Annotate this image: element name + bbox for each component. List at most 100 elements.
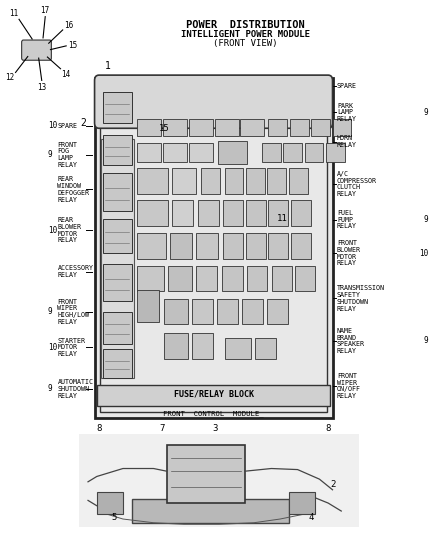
- Text: 9: 9: [424, 215, 428, 224]
- Bar: [294, 266, 314, 292]
- Bar: [268, 233, 288, 259]
- Text: 9: 9: [48, 307, 53, 316]
- Text: 15: 15: [68, 42, 77, 51]
- Bar: [168, 266, 192, 292]
- Text: REAR
WINDOW
DEFOGGER
RELAY: REAR WINDOW DEFOGGER RELAY: [57, 176, 89, 203]
- Bar: [163, 334, 187, 359]
- Bar: [268, 299, 288, 325]
- Text: 11: 11: [9, 10, 18, 19]
- Text: HORN
RELAY: HORN RELAY: [337, 135, 357, 148]
- Bar: [289, 492, 315, 514]
- Text: 8: 8: [325, 424, 331, 433]
- Text: 9: 9: [48, 384, 53, 393]
- Bar: [97, 385, 330, 406]
- Bar: [192, 334, 213, 359]
- Bar: [246, 168, 265, 193]
- Text: FUSE/RELAY BLOCK: FUSE/RELAY BLOCK: [173, 389, 254, 398]
- Bar: [242, 299, 263, 325]
- Bar: [189, 143, 213, 162]
- Bar: [289, 168, 307, 193]
- Text: 2: 2: [81, 118, 87, 128]
- Bar: [172, 168, 196, 193]
- Text: 9: 9: [48, 150, 53, 159]
- Text: 2: 2: [330, 480, 335, 489]
- Text: 11: 11: [277, 214, 288, 223]
- Text: 7: 7: [159, 424, 165, 433]
- Text: 12: 12: [5, 73, 14, 82]
- Bar: [290, 119, 308, 136]
- Text: 5: 5: [112, 513, 117, 522]
- Bar: [138, 168, 168, 193]
- Text: INTELLIGENT POWER MODULE: INTELLIGENT POWER MODULE: [181, 30, 310, 39]
- Bar: [103, 219, 132, 253]
- Text: FRONT
FOG
LAMP
RELAY: FRONT FOG LAMP RELAY: [57, 142, 78, 168]
- Text: FRONT  CONTROL  MODULE_: FRONT CONTROL MODULE_: [163, 410, 264, 417]
- Text: 10: 10: [48, 226, 57, 235]
- Bar: [291, 200, 311, 225]
- Text: A/C
COMPRESSOR
CLUTCH
RELAY: A/C COMPRESSOR CLUTCH RELAY: [337, 171, 377, 197]
- Bar: [103, 312, 132, 344]
- Bar: [163, 143, 187, 162]
- Text: 16: 16: [64, 21, 74, 30]
- Text: 4: 4: [308, 513, 313, 522]
- Text: POWER  DISTRIBUTION: POWER DISTRIBUTION: [186, 20, 304, 30]
- Bar: [166, 445, 245, 503]
- Text: FRONT
WIPER
ON/OFF
RELAY: FRONT WIPER ON/OFF RELAY: [337, 373, 361, 399]
- Bar: [97, 492, 123, 514]
- Text: 15: 15: [159, 124, 170, 133]
- Bar: [138, 119, 161, 136]
- Bar: [268, 168, 286, 193]
- Bar: [217, 299, 238, 325]
- Bar: [215, 119, 239, 136]
- Text: 1: 1: [105, 61, 111, 71]
- Bar: [225, 338, 251, 359]
- Text: 9: 9: [424, 336, 428, 345]
- Text: SPARE: SPARE: [337, 83, 357, 89]
- Bar: [138, 233, 166, 259]
- Bar: [103, 135, 132, 165]
- Bar: [246, 200, 266, 225]
- Bar: [138, 143, 161, 162]
- Bar: [201, 168, 220, 193]
- Bar: [103, 173, 132, 211]
- Text: 17: 17: [41, 6, 50, 15]
- Text: 3: 3: [212, 424, 217, 433]
- Text: FRONT
WIPER
HIGH/LOW
RELAY: FRONT WIPER HIGH/LOW RELAY: [57, 298, 89, 325]
- Bar: [240, 119, 265, 136]
- Bar: [222, 266, 243, 292]
- Bar: [138, 200, 168, 225]
- Text: 13: 13: [37, 83, 46, 92]
- Bar: [291, 233, 311, 259]
- Text: 14: 14: [61, 70, 71, 78]
- Text: TRANSMISSION
SAFETY
SHUTDOWN
RELAY: TRANSMISSION SAFETY SHUTDOWN RELAY: [337, 285, 385, 311]
- Text: FUEL
PUMP
RELAY: FUEL PUMP RELAY: [337, 210, 357, 230]
- Bar: [246, 233, 266, 259]
- Text: (FRONT VIEW): (FRONT VIEW): [213, 39, 277, 48]
- Bar: [172, 200, 193, 225]
- Bar: [103, 92, 132, 123]
- Bar: [272, 266, 292, 292]
- Bar: [247, 266, 268, 292]
- Bar: [268, 200, 288, 225]
- Text: 8: 8: [96, 424, 102, 433]
- Bar: [103, 264, 132, 301]
- Bar: [255, 338, 276, 359]
- Bar: [163, 299, 187, 325]
- Bar: [79, 434, 359, 527]
- Text: NAME
BRAND
SPEAKER
RELAY: NAME BRAND SPEAKER RELAY: [337, 328, 365, 354]
- Bar: [170, 233, 192, 259]
- Bar: [138, 290, 159, 322]
- Text: 10: 10: [419, 249, 428, 258]
- Text: REAR
BLOWER
MOTOR
RELAY: REAR BLOWER MOTOR RELAY: [57, 217, 81, 244]
- Bar: [326, 143, 345, 162]
- Bar: [138, 266, 163, 292]
- Text: 9: 9: [424, 108, 428, 117]
- Text: 10: 10: [48, 343, 57, 352]
- FancyBboxPatch shape: [95, 75, 332, 128]
- Bar: [311, 119, 330, 136]
- Bar: [196, 233, 218, 259]
- Bar: [223, 200, 243, 225]
- Text: PARK
LAMP
RELAY: PARK LAMP RELAY: [337, 102, 357, 122]
- Bar: [223, 233, 243, 259]
- Bar: [225, 168, 244, 193]
